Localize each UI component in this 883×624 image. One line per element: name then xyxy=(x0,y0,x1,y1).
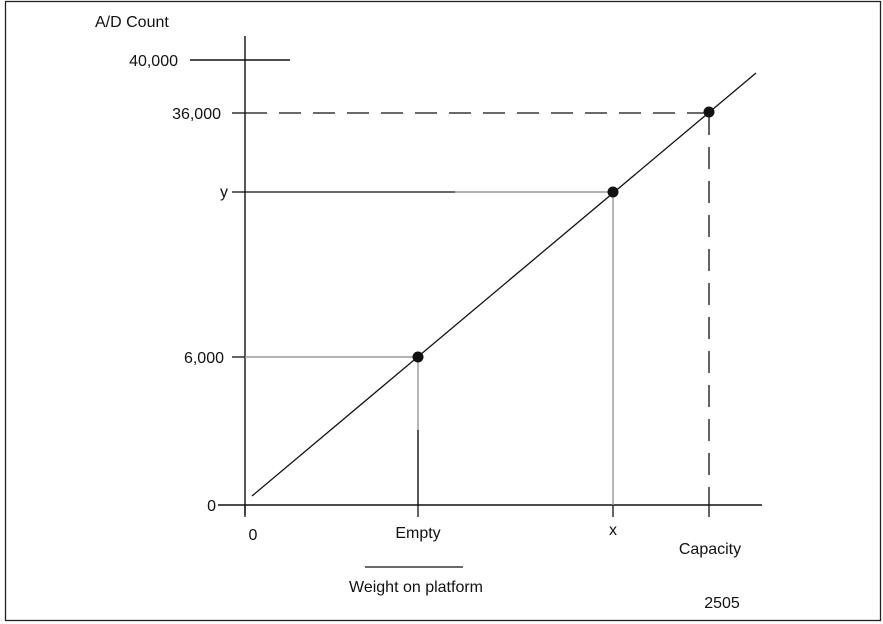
figure-number: 2505 xyxy=(704,595,740,612)
diagram-frame xyxy=(4,0,882,622)
calibration-line xyxy=(251,72,757,497)
x-label-capacity: Capacity xyxy=(679,541,741,558)
x-label-empty: Empty xyxy=(395,525,440,542)
y-label-zero: 0 xyxy=(207,498,216,515)
point-empty xyxy=(412,351,424,363)
x-axis-title: Weight on platform xyxy=(349,579,483,596)
point-capacity xyxy=(703,106,715,118)
x-label-x: x xyxy=(609,522,617,539)
y-label-max: 40,000 xyxy=(129,53,178,70)
y-label-capacity: 36,000 xyxy=(172,106,221,123)
y-axis-title: A/D Count xyxy=(95,14,169,31)
y-label-empty: 6,000 xyxy=(184,350,224,367)
point-x-y xyxy=(607,186,619,198)
x-label-zero: 0 xyxy=(249,527,258,544)
y-label-y: y xyxy=(220,184,228,201)
